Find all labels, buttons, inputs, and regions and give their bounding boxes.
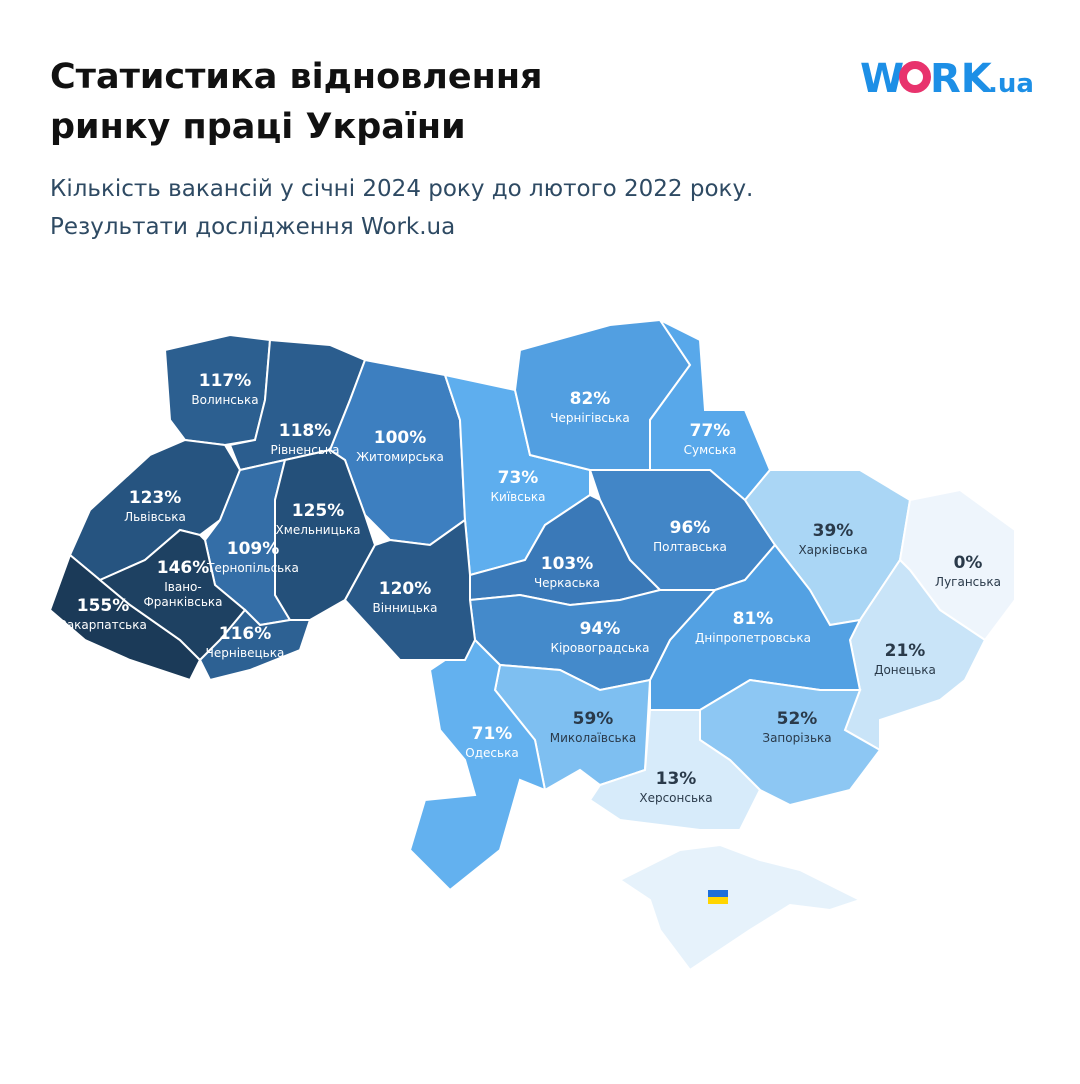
region-name: Рівненська [271,443,340,457]
region-name: Тернопільська [206,561,299,575]
region-name: Житомирська [356,450,444,464]
region-value: 81% [733,609,774,629]
region-value: 59% [573,709,614,729]
logo: W RK .ua [860,56,1034,102]
logo-text: RK [930,56,994,102]
region-value: 52% [777,709,818,729]
region-name: Кіровоградська [550,641,649,655]
region-name: Херсонська [639,791,712,805]
region-name: Донецька [874,663,936,677]
region [588,709,762,831]
region-name: Дніпропетровська [695,631,811,645]
region-value: 39% [813,521,854,541]
title-line: ринку праці України [50,107,466,147]
region-value: 109% [227,539,280,559]
region-name: Луганська [935,575,1001,589]
region-name: Миколаївська [550,731,636,745]
region-value: 0% [954,553,983,573]
crimea [618,843,863,972]
region-value: 116% [219,624,272,644]
flag [708,890,728,897]
region-name: Вінницька [373,601,438,615]
region [343,518,477,661]
map: 117% Волинська 118% Рівненська 100% Житомирсь… [48,317,1016,972]
region-value: 146% [157,558,210,578]
region-value: 103% [541,554,594,574]
region-name: Чернігівська [550,411,629,425]
region-name: Черкаська [534,576,600,590]
region-value: 120% [379,579,432,599]
region [198,608,312,682]
region-name: Чернівецька [206,646,285,660]
region-name: Харківська [798,543,867,557]
logo-text: W [860,56,904,102]
region-value: 73% [498,468,539,488]
region-name: Сумська [684,443,737,457]
subtitle-line: Результати дослідження Work.ua [50,214,455,240]
region-name: Закарпатська [59,618,147,632]
region-value: 77% [690,421,731,441]
region-name: Волинська [191,393,258,407]
subtitle-line: Кількість вакансій у січні 2024 року до … [50,176,753,202]
flag [708,897,728,904]
region-name: Хмельницька [276,523,361,537]
region-value: 155% [77,596,130,616]
region-value: 13% [656,769,697,789]
region-name: Івано-Франківська [143,580,222,609]
title-line: Статистика відновлення [50,57,543,97]
region-value: 71% [472,724,513,744]
region-value: 117% [199,371,252,391]
region-value: 100% [374,428,427,448]
region-value: 125% [292,501,345,521]
region-name: Полтавська [653,540,727,554]
region [408,638,547,892]
region-value: 96% [670,518,711,538]
region-name: Київська [491,490,546,504]
region-value: 118% [279,421,332,441]
region-value: 94% [580,619,621,639]
region-name: Одеська [465,746,518,760]
region-name: Запорізька [762,731,831,745]
logo-text: .ua [988,69,1034,99]
region-value: 21% [885,641,926,661]
logo-ring [899,61,931,93]
region-value: 82% [570,389,611,409]
region-value: 123% [129,488,182,508]
region-name: Львівська [124,510,186,524]
